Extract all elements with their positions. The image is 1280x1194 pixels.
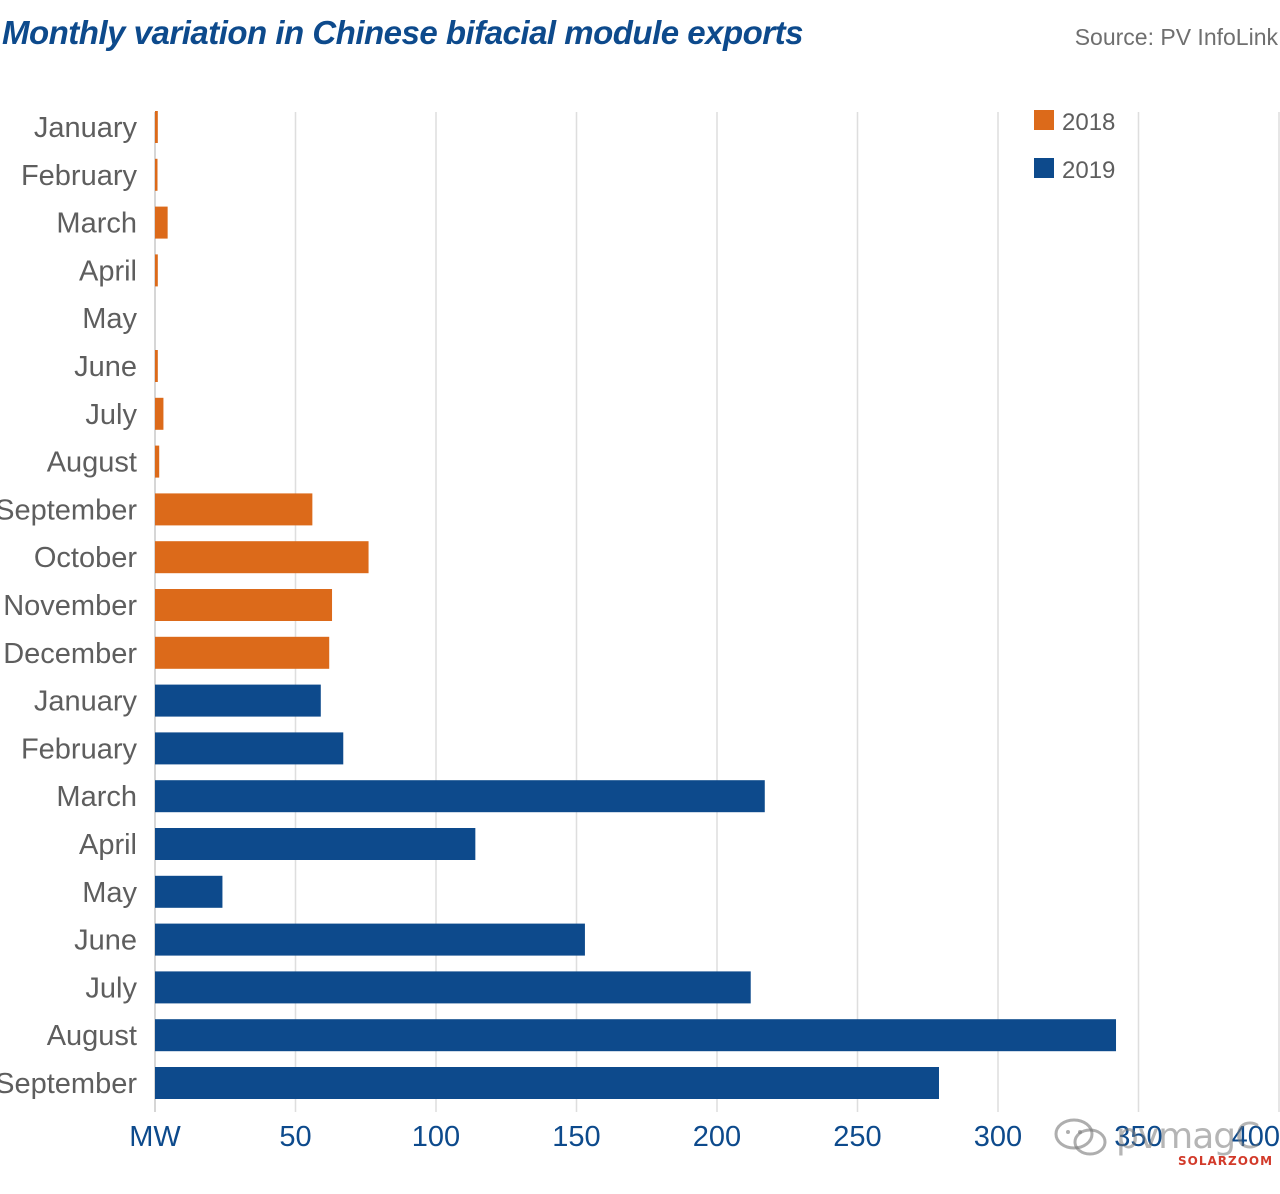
- watermark-subtext: SOLARZOOM: [1178, 1154, 1274, 1168]
- legend-label: 2019: [1062, 157, 1115, 184]
- bar-2019: [155, 1019, 1117, 1052]
- category-label: February: [21, 733, 138, 765]
- category-label: May: [82, 303, 137, 335]
- category-label: December: [3, 638, 137, 670]
- category-label: October: [34, 542, 137, 574]
- bar-2019: [155, 828, 476, 860]
- watermark: pvmagC SOLARZOOM: [1052, 1110, 1280, 1194]
- x-tick-label: MW: [129, 1121, 181, 1153]
- category-label: February: [21, 160, 138, 192]
- bar-2019: [155, 780, 765, 813]
- category-label: June: [74, 351, 137, 383]
- bar-2018: [155, 254, 158, 287]
- bar-2018: [155, 636, 330, 669]
- bar-2018: [155, 397, 164, 430]
- x-tick-label: 250: [833, 1121, 881, 1153]
- x-tick-label: 200: [693, 1121, 741, 1153]
- bar-2018: [155, 445, 160, 478]
- x-axis-ticks: MW 50 100 150 200 250 300 350 400: [129, 1121, 1280, 1153]
- bar-2018: [155, 111, 158, 143]
- category-label: September: [0, 1068, 137, 1100]
- category-label: June: [74, 925, 137, 957]
- x-tick-label: 400: [1232, 1121, 1280, 1153]
- x-tick-label: 100: [412, 1121, 460, 1153]
- category-label: July: [85, 399, 137, 431]
- watermark-text: pvmagC: [1116, 1116, 1260, 1157]
- category-label: November: [3, 590, 137, 622]
- chart-title: Monthly variation in Chinese bifacial mo…: [2, 14, 803, 51]
- x-tick-label: 350: [1114, 1121, 1162, 1153]
- x-tick-label: 50: [279, 1121, 311, 1153]
- bar-2019: [155, 875, 223, 908]
- category-label: May: [82, 877, 137, 909]
- bar-2018: [155, 493, 313, 526]
- category-label: September: [0, 494, 137, 526]
- category-label: January: [34, 112, 138, 144]
- category-label: March: [56, 208, 137, 240]
- bar-2019: [155, 923, 585, 956]
- legend: 2018 2019: [1034, 109, 1115, 184]
- category-label: March: [56, 781, 137, 813]
- gridlines: [154, 112, 1280, 1112]
- bar-2018: [155, 158, 158, 191]
- bar-2018: [155, 589, 333, 621]
- category-label: July: [85, 972, 137, 1004]
- legend-label: 2018: [1062, 109, 1115, 136]
- bar-2018: [155, 541, 369, 574]
- chart-source: Source: PV InfoLink: [1074, 24, 1278, 50]
- category-label: August: [47, 1020, 137, 1052]
- category-label: April: [79, 829, 137, 861]
- bar-2018: [155, 350, 158, 382]
- bar-2019: [155, 684, 321, 717]
- legend-swatch: [1034, 158, 1054, 178]
- bar-2018: [155, 206, 168, 239]
- category-labels: January February March April May June July Augu…: [0, 112, 137, 1100]
- legend-swatch: [1034, 110, 1054, 130]
- x-tick-label: 150: [552, 1121, 600, 1153]
- category-label: August: [47, 447, 137, 479]
- bar-2019: [155, 1067, 939, 1099]
- category-label: April: [79, 255, 137, 287]
- bar-2019: [155, 732, 344, 765]
- chat-bubbles-icon: [1054, 1118, 1107, 1156]
- bar-2019: [155, 971, 751, 1004]
- category-label: January: [34, 686, 138, 718]
- bars: [155, 111, 1117, 1099]
- x-tick-label: 300: [974, 1121, 1022, 1153]
